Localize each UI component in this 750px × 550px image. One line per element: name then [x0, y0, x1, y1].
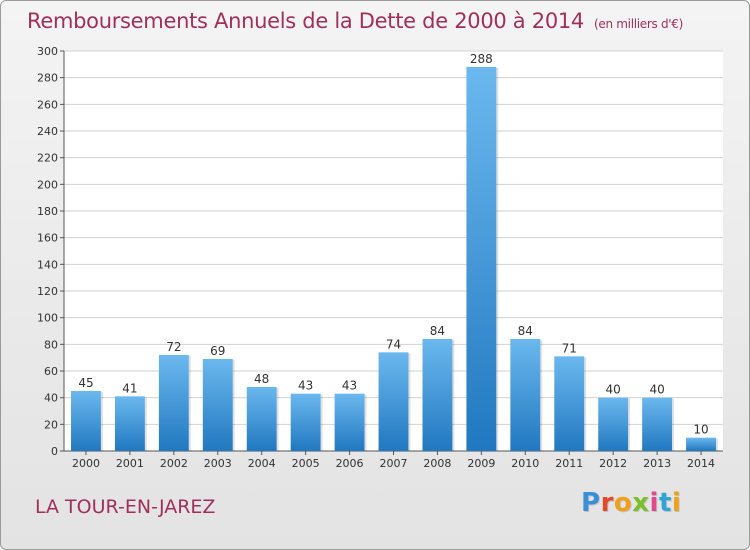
- y-tick-label: 60: [44, 365, 58, 378]
- bar: [158, 355, 189, 451]
- logo-letter: o: [613, 488, 633, 518]
- x-tick-label: 2011: [555, 457, 583, 470]
- x-tick-label: 2010: [511, 457, 539, 470]
- x-tick-label: 2008: [423, 457, 451, 470]
- y-tick-label: 300: [37, 45, 58, 58]
- logo-letter: P: [581, 488, 601, 518]
- data-label: 10: [693, 423, 708, 437]
- y-tick-label: 240: [37, 125, 58, 138]
- bar: [642, 397, 673, 451]
- chart-unit: (en milliers d'€): [594, 17, 684, 31]
- bar: [598, 397, 629, 451]
- x-tick-label: 2009: [467, 457, 495, 470]
- bar: [114, 396, 145, 451]
- data-label: 40: [606, 383, 621, 397]
- data-label: 43: [342, 379, 357, 393]
- x-tick-label: 2014: [687, 457, 715, 470]
- logo-letter: t: [658, 488, 672, 518]
- y-tick-label: 40: [44, 392, 58, 405]
- logo-letter: x: [632, 488, 650, 518]
- logo-letter: i: [671, 488, 682, 518]
- y-tick-label: 80: [44, 338, 58, 351]
- y-tick-label: 220: [37, 152, 58, 165]
- data-label: 288: [470, 52, 493, 66]
- chart-title: Remboursements Annuels de la Dette de 20…: [27, 9, 683, 33]
- bar: [202, 359, 233, 451]
- data-label: 72: [166, 340, 181, 354]
- data-label: 84: [518, 324, 533, 338]
- bar: [554, 356, 585, 451]
- x-tick-label: 2013: [643, 457, 671, 470]
- y-tick-label: 140: [37, 258, 58, 271]
- x-tick-label: 2002: [160, 457, 188, 470]
- y-tick-label: 200: [37, 178, 58, 191]
- bar: [334, 393, 365, 451]
- bar: [378, 352, 409, 451]
- x-tick-label: 2003: [204, 457, 232, 470]
- y-tick-label: 20: [44, 418, 58, 431]
- bar: [71, 391, 101, 451]
- chart-title-text: Remboursements Annuels de la Dette de 20…: [27, 9, 584, 33]
- proxiti-logo: Proxiti: [581, 488, 681, 518]
- y-tick-label: 160: [37, 232, 58, 245]
- x-tick-label: 2000: [72, 457, 100, 470]
- x-tick-label: 2004: [248, 457, 276, 470]
- y-tick-label: 100: [37, 312, 58, 325]
- logo-letter: r: [600, 488, 614, 518]
- x-tick-label: 2005: [292, 457, 320, 470]
- data-label: 45: [78, 376, 93, 390]
- logo-letter: i: [649, 488, 659, 518]
- data-label: 40: [649, 383, 664, 397]
- data-label: 69: [210, 344, 225, 358]
- location-label: LA TOUR-EN-JAREZ: [35, 496, 216, 518]
- x-tick-label: 2006: [336, 457, 364, 470]
- x-tick-label: 2007: [380, 457, 408, 470]
- data-label: 74: [386, 337, 401, 351]
- y-tick-label: 120: [37, 285, 58, 298]
- y-tick-label: 280: [37, 72, 58, 85]
- x-tick-label: 2012: [599, 457, 627, 470]
- bar: [422, 339, 453, 451]
- y-tick-label: 180: [37, 205, 58, 218]
- bar: [466, 67, 497, 451]
- data-label: 41: [122, 381, 137, 395]
- data-label: 84: [430, 324, 445, 338]
- bar: [290, 393, 321, 451]
- data-label: 71: [562, 341, 577, 355]
- bar: [686, 437, 716, 451]
- bar: [510, 339, 541, 451]
- x-tick-label: 2001: [116, 457, 144, 470]
- y-tick-label: 0: [51, 445, 58, 458]
- data-label: 43: [298, 379, 313, 393]
- y-tick-label: 260: [37, 98, 58, 111]
- data-label: 48: [254, 372, 269, 386]
- bar: [246, 387, 277, 451]
